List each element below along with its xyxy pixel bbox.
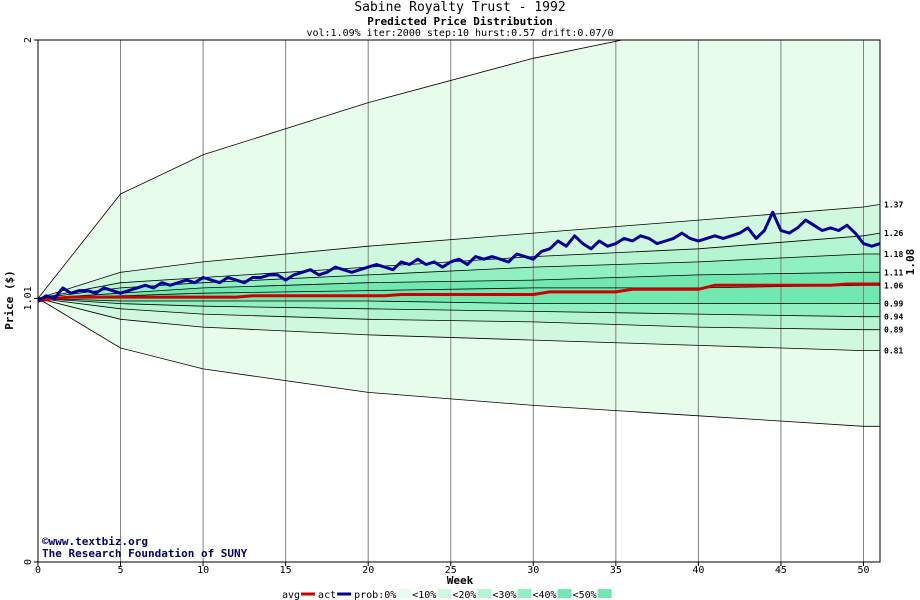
probability-band [38,233,880,299]
x-tick-label: 20 [362,565,374,576]
x-tick-label: 35 [610,565,622,576]
percentile-label: 0.94 [884,313,903,322]
legend-swatch-band [477,589,492,598]
percentile-line [38,204,880,299]
axes: 0 5 10 15 20 25 30 35 40 45 50 2 1.01 0 [23,37,881,576]
legend-swatch-band [517,589,532,598]
legend-swatch-band [557,589,572,598]
percentile-label: 1.11 [884,268,903,277]
x-tick-label: 15 [280,565,292,576]
chart-title: Sabine Royalty Trust - 1992 [354,0,565,15]
probability-band [38,254,880,299]
x-tick-label: 5 [118,565,124,576]
credit-org: The Research Foundation of SUNY [42,547,248,560]
x-tick-label: 50 [857,565,869,576]
legend: avg act prob:0% <10% <20% <30% <40% <50% [282,589,612,600]
percentile-line [38,271,880,299]
y-tick-label: 0 [23,559,34,565]
probability-bands [38,40,880,427]
percentile-line [38,298,880,427]
percentile-label: 0.89 [884,326,903,335]
percentile-line [38,298,880,305]
chart-params: vol:1.09% iter:2000 step:10 hurst:0.57 d… [306,28,613,39]
probability-band [38,272,880,299]
legend-label: <40% [533,590,557,600]
legend-label: <30% [492,590,516,600]
percentile-line [38,40,625,299]
legend-label: <50% [573,590,597,600]
percentile-label: 1.06 [884,281,903,290]
probability-band [38,298,880,330]
percentile-line [38,253,880,299]
plot-frame [37,39,881,563]
percentile-label: 1.26 [884,229,903,238]
percentile-label: 0.81 [884,347,903,356]
probability-band [38,298,880,317]
percentile-labels: 1.37 1.26 1.18 1.11 1.06 0.99 0.94 0.89 0.81 [884,200,903,355]
chart-subtitle: Predicted Price Distribution [367,15,552,28]
percentile-label: 1.37 [884,200,903,209]
y-tick-label: 1.01 [23,286,34,310]
probability-band [38,204,880,299]
x-tick-label: 10 [197,565,209,576]
x-tick-label: 45 [775,565,787,576]
percentile-label: 0.99 [884,300,903,309]
legend-label: avg [282,590,300,600]
legend-swatch-band [437,589,452,598]
x-tick-label: 40 [692,565,704,576]
percentile-label: 1.18 [884,250,903,259]
y-axis-label: Price ($) [3,270,16,330]
x-tick-label: 25 [445,565,457,576]
probability-band [38,298,880,351]
act-line [38,210,880,303]
y-tick-label: 2 [23,37,34,43]
x-tick-label: 0 [35,565,41,576]
credit-url: ©www.textbiz.org [42,535,148,548]
percentile-line [38,298,880,352]
x-tick-label: 30 [527,565,539,576]
legend-label: prob:0% [354,590,396,600]
x-axis-label: Week [447,574,474,587]
legend-label: <10% [412,590,436,600]
percentile-line [38,298,880,318]
copyright-credit: ©www.textbiz.org The Research Foundation… [42,535,248,560]
probability-band [38,40,880,299]
percentile-line [38,298,880,331]
avg-line [38,282,880,303]
legend-swatch-band [397,589,412,598]
last-price-label: 1.08 [904,249,917,276]
legend-label: act [318,590,336,600]
probability-band [38,298,880,427]
legend-swatch-band [597,589,612,598]
series-lines [38,210,880,303]
legend-label: <20% [452,590,476,600]
